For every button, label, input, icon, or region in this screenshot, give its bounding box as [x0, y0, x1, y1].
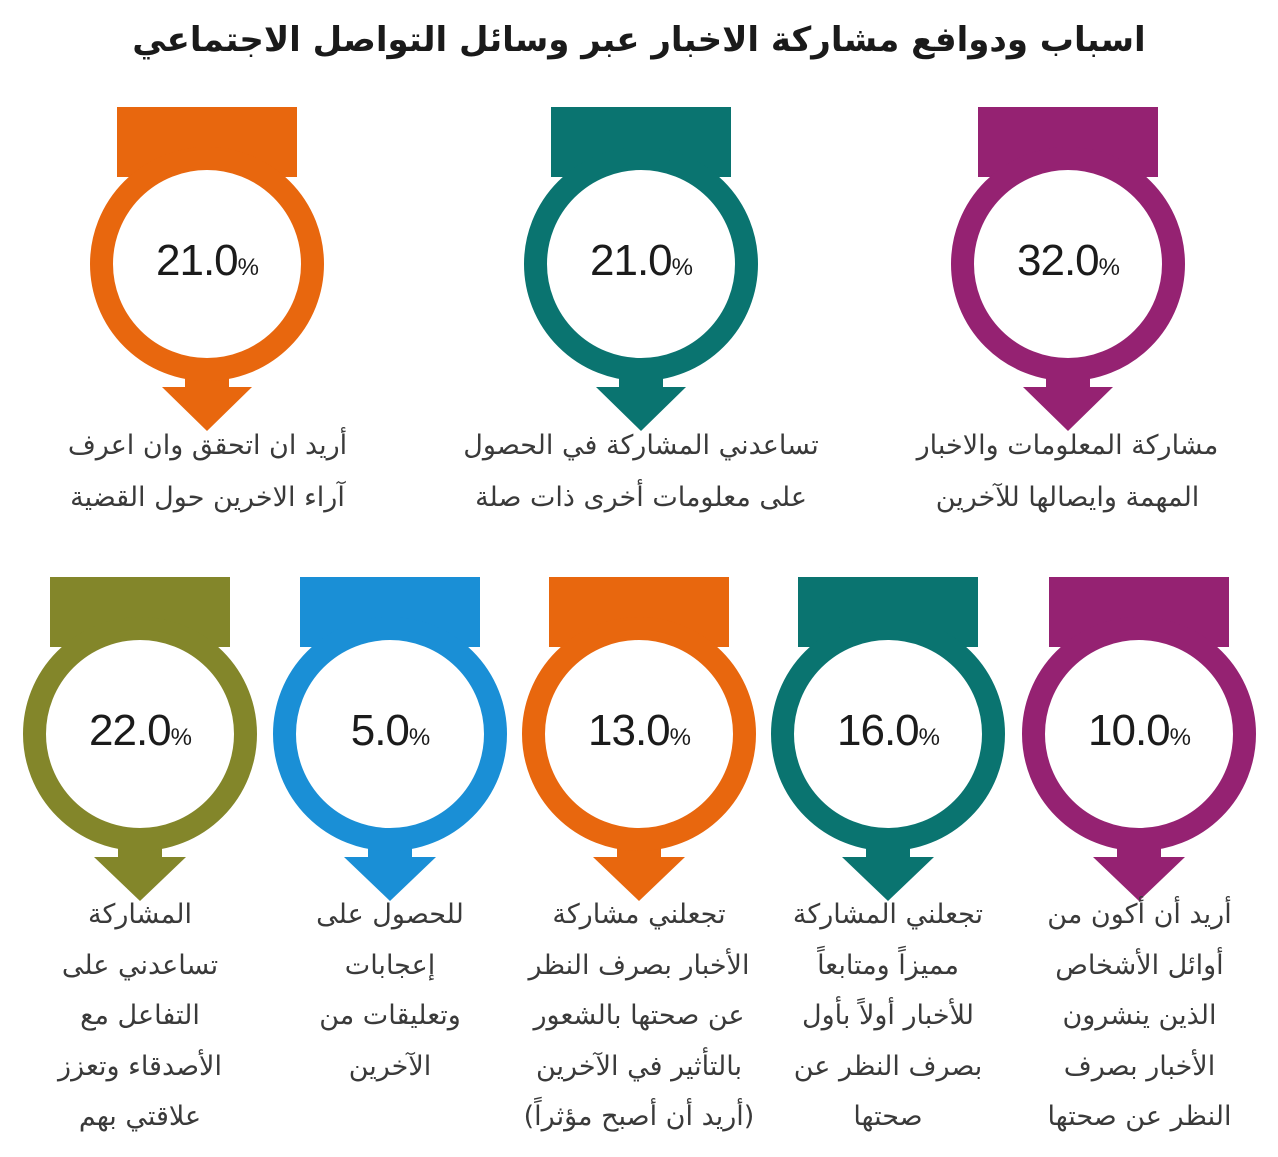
- stat-description: أريد أن أكون من أوائل الأشخاص الذين ينشر…: [1047, 899, 1232, 1132]
- stat-description: المشاركة تساعدني على التفاعل مع الأصدقاء…: [58, 899, 222, 1132]
- pin-marker-icon: [522, 577, 756, 901]
- stat-card: 10.0%: [1022, 577, 1256, 901]
- pin-ring: [951, 147, 1185, 381]
- arrow-down-icon: [593, 857, 685, 901]
- stat-description: للحصول على إعجابات وتعليقات من الآخرين: [316, 899, 464, 1082]
- arrow-down-icon: [596, 387, 686, 431]
- pin-ring: [273, 617, 507, 851]
- stat-card: 32.0%: [951, 107, 1185, 431]
- stat-card: 21.0%: [524, 107, 758, 431]
- stat-percentage: 21.0%: [90, 236, 324, 286]
- pin-ring: [522, 617, 756, 851]
- stat-percentage: 22.0%: [23, 706, 257, 756]
- stat-unit: %: [237, 254, 259, 281]
- stat-card: 13.0%: [522, 577, 756, 901]
- stat-value: 16.0: [837, 706, 920, 755]
- arrow-down-icon: [162, 387, 252, 431]
- stat-value: 21.0: [156, 236, 239, 285]
- arrow-down-icon: [842, 857, 934, 901]
- arrow-down-icon: [94, 857, 186, 901]
- pin-marker-icon: [524, 107, 758, 431]
- stat-card: 16.0%: [771, 577, 1005, 901]
- arrow-down-icon: [344, 857, 436, 901]
- stat-percentage: 32.0%: [951, 236, 1185, 286]
- stat-description: تجعلني المشاركة مميزاً ومتابعاً للأخبار …: [792, 899, 984, 1132]
- page-title: اسباب ودوافع مشاركة الاخبار عبر وسائل ال…: [132, 20, 1146, 60]
- pin-marker-icon: [771, 577, 1005, 901]
- stat-value: 32.0: [1017, 236, 1100, 285]
- stat-value: 22.0: [89, 706, 172, 755]
- stat-value: 21.0: [590, 236, 673, 285]
- stat-unit: %: [1169, 724, 1191, 751]
- stat-unit: %: [408, 724, 430, 751]
- pin-ring: [23, 617, 257, 851]
- arrow-down-icon: [1093, 857, 1185, 901]
- stat-unit: %: [671, 254, 693, 281]
- pin-ring: [524, 147, 758, 381]
- stat-unit: %: [1098, 254, 1120, 281]
- pin-marker-icon: [273, 577, 507, 901]
- stat-percentage: 10.0%: [1022, 706, 1256, 756]
- stat-unit: %: [669, 724, 691, 751]
- stat-card: 5.0%: [273, 577, 507, 901]
- pin-marker-icon: [951, 107, 1185, 431]
- stat-value: 10.0: [1088, 706, 1171, 755]
- pin-ring: [771, 617, 1005, 851]
- pin-marker-icon: [23, 577, 257, 901]
- stat-percentage: 16.0%: [771, 706, 1005, 756]
- stat-unit: %: [170, 724, 192, 751]
- stat-card: 21.0%: [90, 107, 324, 431]
- arrow-down-icon: [1023, 387, 1113, 431]
- pin-ring: [90, 147, 324, 381]
- stat-description: تجعلني مشاركة الأخبار بصرف النظر عن صحته…: [523, 899, 755, 1132]
- pin-marker-icon: [1022, 577, 1256, 901]
- stat-unit: %: [918, 724, 940, 751]
- stat-value: 13.0: [588, 706, 671, 755]
- stat-description: مشاركة المعلومات والاخبار المهمة وايصاله…: [916, 430, 1219, 513]
- stat-percentage: 21.0%: [524, 236, 758, 286]
- stat-percentage: 13.0%: [522, 706, 756, 756]
- stat-description: تساعدني المشاركة في الحصول على معلومات أ…: [463, 430, 819, 513]
- stat-description: أريد ان اتحقق وان اعرف آراء الاخرين حول …: [67, 430, 348, 513]
- stat-percentage: 5.0%: [273, 706, 507, 756]
- stat-value: 5.0: [350, 706, 410, 755]
- stat-card: 22.0%: [23, 577, 257, 901]
- pin-ring: [1022, 617, 1256, 851]
- pin-marker-icon: [90, 107, 324, 431]
